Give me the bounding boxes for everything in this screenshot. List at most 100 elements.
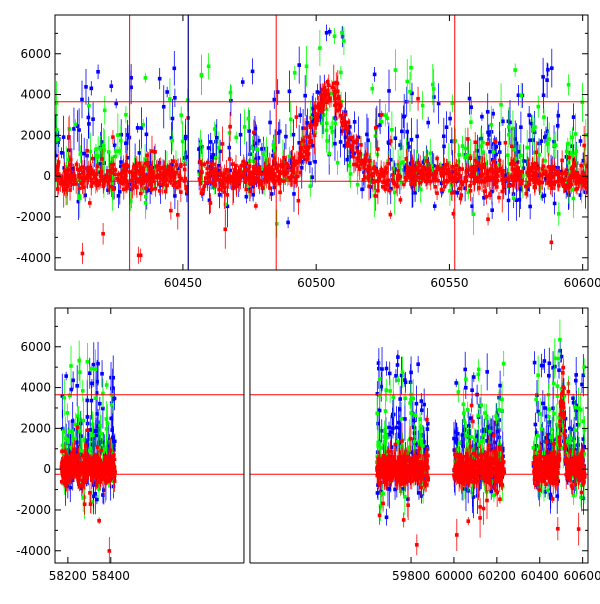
data-point <box>158 189 162 193</box>
data-point <box>62 183 66 187</box>
data-point <box>176 213 180 217</box>
data-point <box>551 366 555 370</box>
data-point <box>380 120 384 124</box>
data-point <box>421 104 425 108</box>
data-point <box>442 134 446 138</box>
data-point <box>332 90 336 94</box>
data-point <box>158 168 162 172</box>
plot-area-1 <box>54 15 590 270</box>
data-point <box>247 129 251 133</box>
data-point <box>466 408 470 412</box>
data-point <box>164 173 168 177</box>
data-point <box>256 177 260 181</box>
data-point <box>108 440 112 444</box>
data-point <box>480 175 484 179</box>
data-point <box>409 182 413 186</box>
data-point <box>556 124 560 128</box>
data-point <box>270 192 274 196</box>
data-point <box>385 515 389 519</box>
series-1-points <box>60 339 586 526</box>
data-point <box>376 153 380 157</box>
data-point <box>429 173 433 177</box>
data-point <box>172 159 176 163</box>
data-point <box>379 168 383 172</box>
data-point <box>436 168 440 172</box>
data-point <box>303 94 307 98</box>
data-point <box>124 113 128 117</box>
data-point <box>557 212 561 216</box>
data-point <box>347 121 351 125</box>
data-point <box>87 175 91 179</box>
data-point <box>110 403 114 407</box>
data-point <box>372 167 376 171</box>
data-point <box>325 31 329 35</box>
data-point <box>64 374 68 378</box>
data-point <box>98 402 102 406</box>
data-point <box>457 167 461 171</box>
data-point <box>457 187 461 191</box>
data-point <box>367 184 371 188</box>
data-point <box>542 115 546 119</box>
data-point <box>67 135 71 139</box>
data-point <box>502 362 506 366</box>
data-point <box>389 430 393 434</box>
data-point <box>78 194 82 198</box>
data-point <box>426 121 430 125</box>
data-point <box>394 136 398 140</box>
data-point <box>543 159 547 163</box>
data-point <box>96 70 100 74</box>
data-point <box>298 113 302 117</box>
data-point <box>183 168 187 172</box>
data-point <box>421 167 425 171</box>
data-point <box>479 145 483 149</box>
data-point <box>66 411 70 415</box>
data-point <box>472 375 476 379</box>
data-point <box>447 168 451 172</box>
data-point <box>273 157 277 161</box>
data-point <box>382 443 386 447</box>
data-point <box>439 167 443 171</box>
data-point <box>531 128 535 132</box>
data-point <box>79 429 83 433</box>
data-point <box>486 110 490 114</box>
data-point <box>68 163 72 167</box>
data-point <box>376 147 380 151</box>
data-point <box>547 137 551 141</box>
data-point <box>329 126 333 130</box>
data-point <box>574 379 578 383</box>
data-point <box>308 136 312 140</box>
data-point <box>456 432 460 436</box>
data-point <box>433 204 437 208</box>
data-point <box>63 169 67 173</box>
data-point <box>87 104 91 108</box>
data-point <box>75 384 79 388</box>
data-point <box>400 130 404 134</box>
data-point <box>253 169 257 173</box>
data-point <box>337 95 341 99</box>
data-point <box>384 169 388 173</box>
data-point <box>295 160 299 164</box>
data-point <box>321 107 325 111</box>
data-point <box>209 201 213 205</box>
data-point <box>495 145 499 149</box>
data-point <box>84 85 88 89</box>
data-point <box>373 73 377 77</box>
data-point <box>414 413 418 417</box>
data-point <box>307 145 311 149</box>
data-point <box>286 221 290 225</box>
data-point <box>388 372 392 376</box>
data-point <box>88 371 92 375</box>
data-point <box>519 125 523 129</box>
data-point <box>535 150 539 154</box>
data-point <box>168 97 172 101</box>
data-point <box>119 139 123 143</box>
data-point <box>275 222 279 226</box>
data-point <box>353 120 357 124</box>
data-point <box>383 187 387 191</box>
data-point <box>340 31 344 35</box>
data-point <box>547 165 551 169</box>
data-point <box>288 90 292 94</box>
data-point <box>533 361 537 365</box>
data-point <box>95 184 99 188</box>
